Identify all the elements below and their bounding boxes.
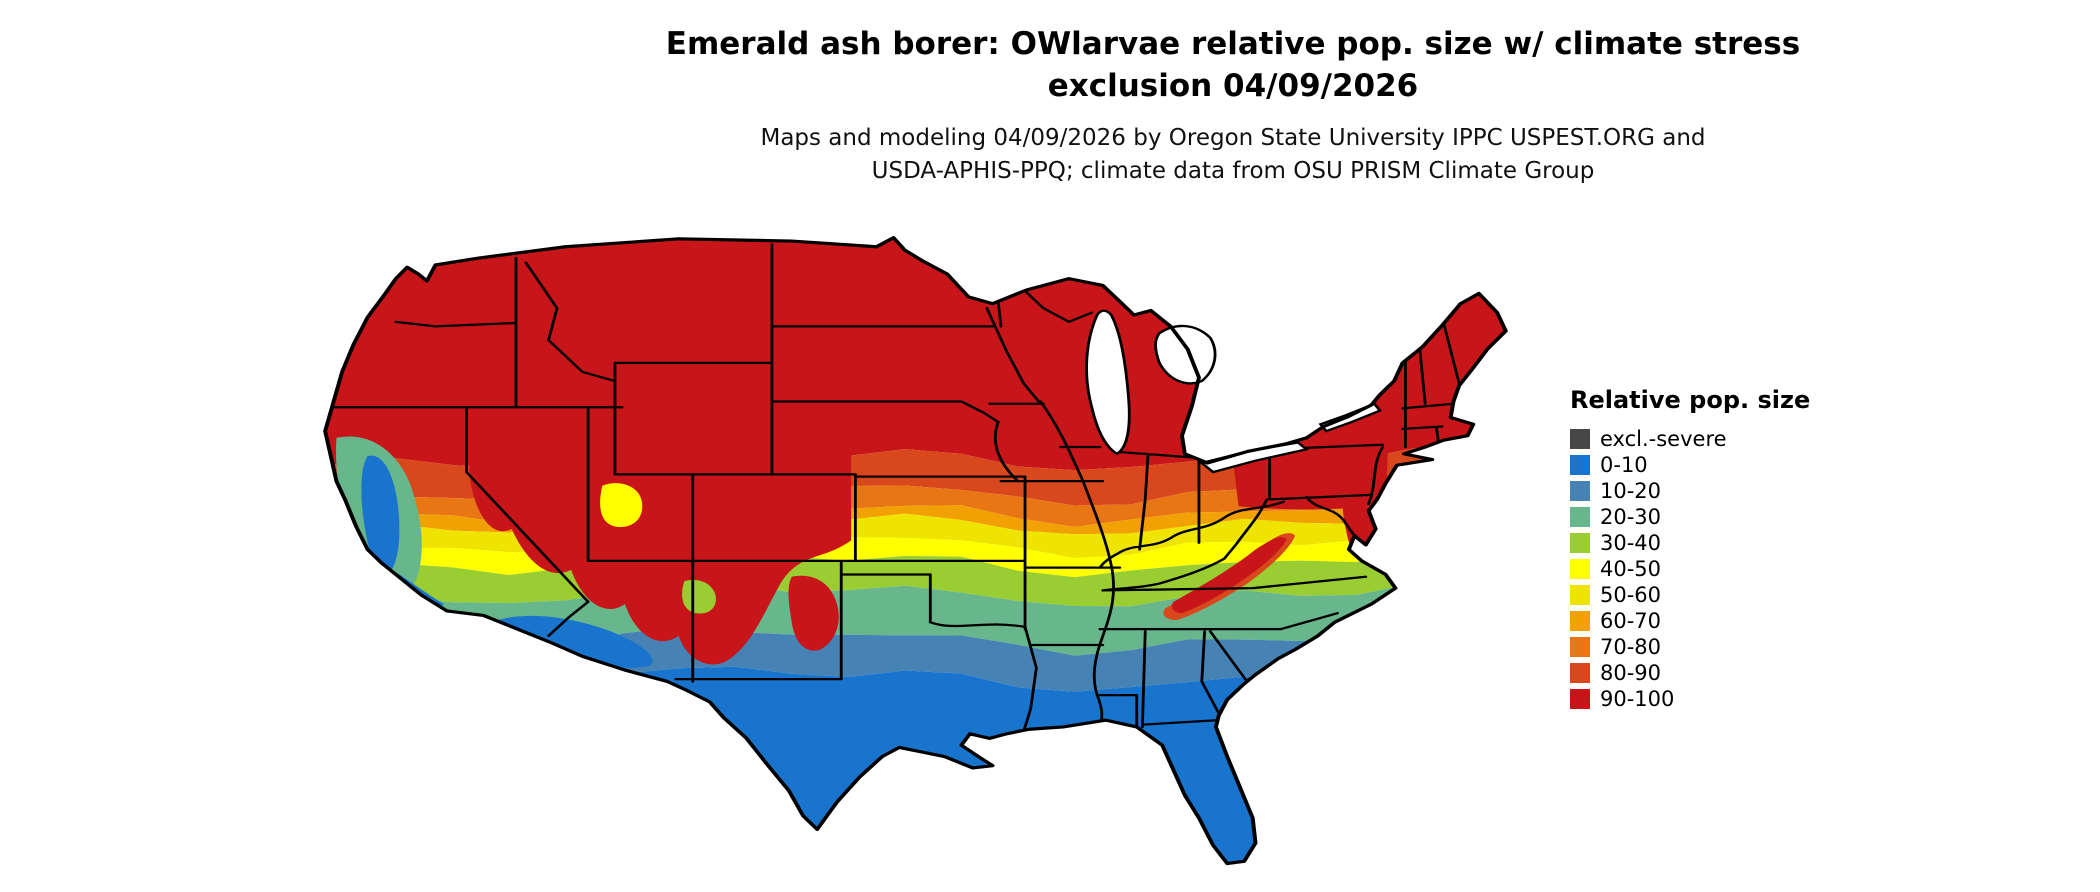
legend-label: 10-20: [1600, 478, 1662, 503]
legend-entry: 60-70: [1570, 608, 1830, 633]
legend-entry: excl.-severe: [1570, 426, 1830, 451]
state-borders: [329, 243, 1461, 747]
new-mexico-valley-spot: [682, 579, 716, 614]
legend-label: 90-100: [1600, 686, 1675, 711]
legend-swatch: [1570, 610, 1590, 631]
legend-swatch: [1570, 662, 1590, 683]
legend-entry: 10-20: [1570, 478, 1830, 503]
map-title: Emerald ash borer: OWlarvae relative pop…: [366, 24, 2100, 108]
legend-swatch: [1570, 506, 1590, 527]
legend-entry: 30-40: [1570, 530, 1830, 555]
legend-entry: 80-90: [1570, 660, 1830, 685]
lake-michigan: [1085, 309, 1131, 456]
map-subtitle-line1: Maps and modeling 04/09/2026 by Oregon S…: [760, 124, 1706, 151]
legend-entry: 0-10: [1570, 452, 1830, 477]
band-0-10: [325, 661, 1506, 864]
legend-swatch: [1570, 558, 1590, 579]
texas-panhandle-red-streak: [788, 575, 839, 651]
legend-swatch: [1570, 454, 1590, 475]
map-subtitle-line2: USDA-APHIS-PPQ; climate data from OSU PR…: [871, 158, 1595, 185]
legend-swatch: [1570, 636, 1590, 657]
legend-swatch: [1570, 428, 1590, 449]
rockies-red-zone: [469, 424, 852, 665]
legend-label: 70-80: [1600, 634, 1662, 659]
legend-entry: 40-50: [1570, 556, 1830, 581]
legend-heading: Relative pop. size: [1570, 386, 1811, 414]
legend-rows: excl.-severe 0-10 10-20 20-30 30-40 40-50 50-6…: [1570, 426, 1830, 711]
legend-label: 20-30: [1600, 504, 1662, 529]
figure-header: Emerald ash borer: OWlarvae relative pop…: [366, 24, 2100, 188]
map-title-line2: exclusion 04/09/2026: [1047, 67, 1419, 104]
legend-entry: 50-60: [1570, 582, 1830, 607]
us-population-map: [311, 224, 1527, 884]
conus-outline: [323, 236, 1508, 866]
lake-huron: [1154, 324, 1217, 385]
legend-label: 80-90: [1600, 660, 1662, 685]
map-subtitle: Maps and modeling 04/09/2026 by Oregon S…: [366, 122, 2100, 189]
southern-arizona-blue: [497, 615, 653, 669]
legend-swatch: [1570, 584, 1590, 605]
legend-label: 60-70: [1600, 608, 1662, 633]
us-map-canvas: [323, 236, 1508, 866]
central-valley-blue: [361, 455, 400, 580]
legend-label: 0-10: [1600, 452, 1648, 477]
legend-label: 50-60: [1600, 582, 1662, 607]
legend-entry: 20-30: [1570, 504, 1830, 529]
legend-swatch: [1570, 532, 1590, 553]
legend-entry: 70-80: [1570, 634, 1830, 659]
legend-swatch: [1570, 480, 1590, 501]
appalachian-red-ridge: [1171, 537, 1287, 614]
map-legend: Relative pop. size excl.-severe 0-10 10-20…: [1570, 386, 1830, 712]
legend-label: 40-50: [1600, 556, 1662, 581]
map-title-line1: Emerald ash borer: OWlarvae relative pop…: [665, 26, 1801, 62]
legend-entry: 90-100: [1570, 686, 1830, 711]
great-lakes: [1085, 309, 1383, 474]
legend-swatch: [1570, 688, 1590, 709]
utah-valley-spot: [600, 483, 643, 527]
legend-label: excl.-severe: [1600, 426, 1727, 451]
legend-label: 30-40: [1600, 530, 1662, 555]
